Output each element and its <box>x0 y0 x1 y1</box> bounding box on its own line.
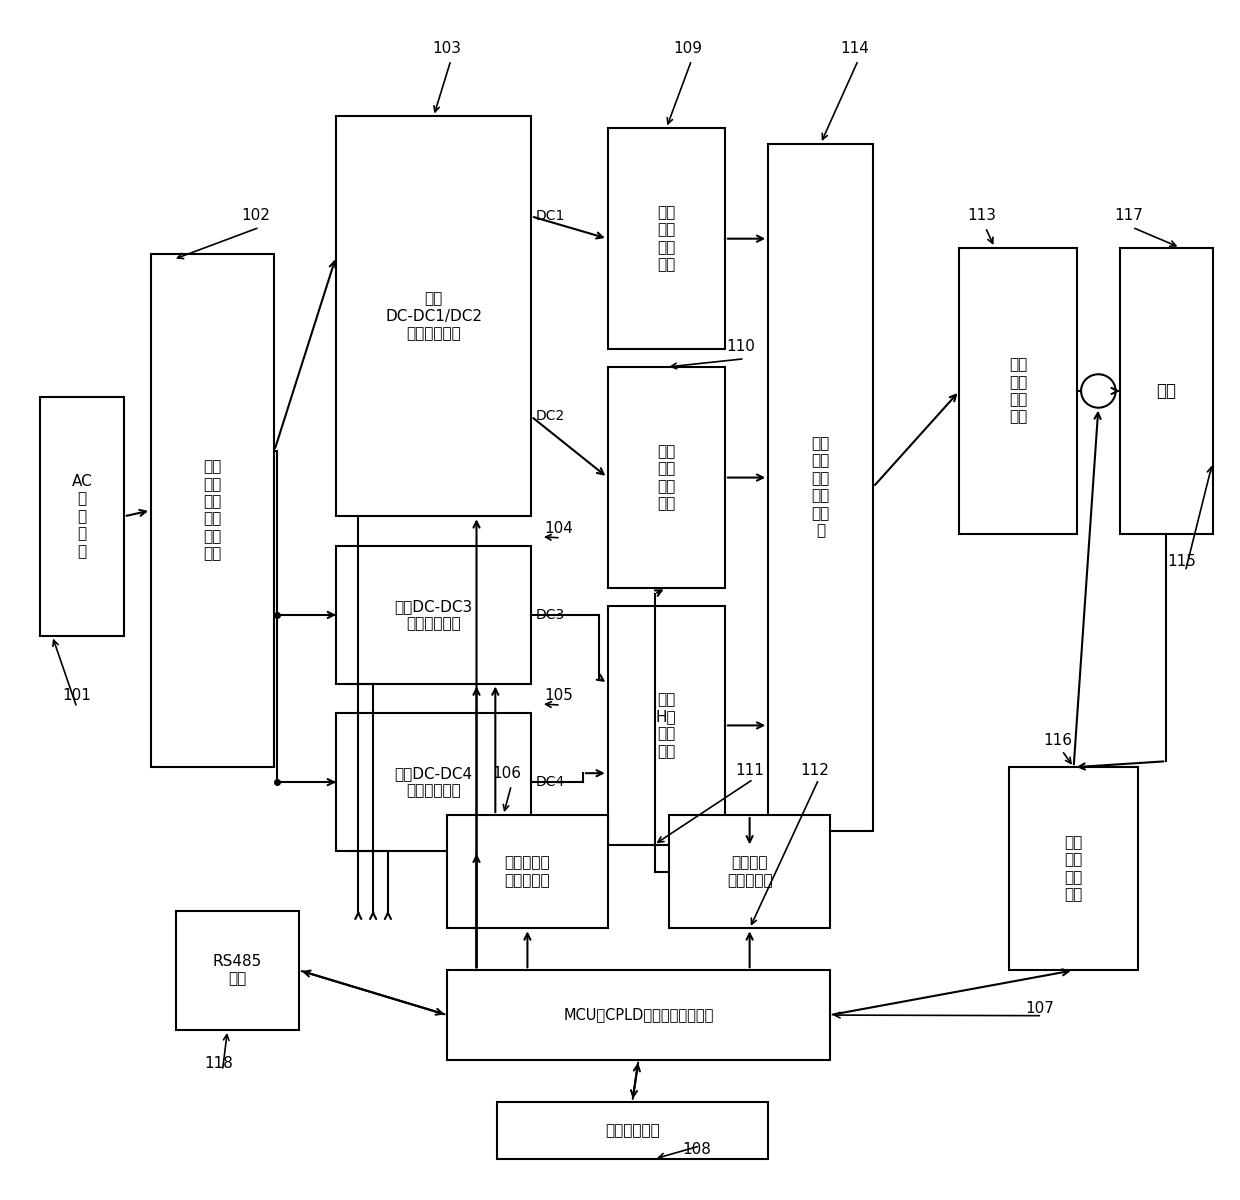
FancyBboxPatch shape <box>960 247 1076 534</box>
Text: 114: 114 <box>841 41 869 55</box>
Text: 111: 111 <box>735 763 764 779</box>
FancyBboxPatch shape <box>336 116 531 516</box>
Text: 115: 115 <box>1167 554 1197 569</box>
FancyBboxPatch shape <box>176 911 299 1030</box>
Text: 103: 103 <box>433 41 461 55</box>
Text: 电弧
抑制
电路
模块: 电弧 抑制 电路 模块 <box>1009 358 1027 425</box>
FancyBboxPatch shape <box>608 128 725 349</box>
Text: 桥臂
串并
联转
换电
路模
块: 桥臂 串并 联转 换电 路模 块 <box>811 436 830 538</box>
Text: 105: 105 <box>544 688 573 703</box>
Text: 三相
工频
整流
滤波
电路
模块: 三相 工频 整流 滤波 电路 模块 <box>203 460 222 562</box>
FancyBboxPatch shape <box>670 815 830 929</box>
Text: MCU和CPLD系统控制电路模块: MCU和CPLD系统控制电路模块 <box>563 1008 714 1022</box>
FancyBboxPatch shape <box>1009 767 1138 971</box>
Text: 单相
H桥
电路
模块: 单相 H桥 电路 模块 <box>656 692 677 760</box>
Text: DC1: DC1 <box>536 209 565 223</box>
Text: 117: 117 <box>1115 208 1143 223</box>
Text: RS485
总线: RS485 总线 <box>213 954 262 986</box>
Text: 第一
半桥
电路
模块: 第一 半桥 电路 模块 <box>657 205 676 272</box>
Text: 116: 116 <box>1044 733 1073 749</box>
FancyBboxPatch shape <box>151 253 274 767</box>
FancyBboxPatch shape <box>336 714 531 851</box>
Text: 第二
半桥
电路
模块: 第二 半桥 电路 模块 <box>657 444 676 511</box>
Text: DC4: DC4 <box>536 775 565 790</box>
Text: AC
三
相
电
源: AC 三 相 电 源 <box>72 474 92 559</box>
FancyBboxPatch shape <box>448 815 608 929</box>
Text: 113: 113 <box>967 208 996 223</box>
FancyBboxPatch shape <box>608 606 725 845</box>
Text: 多路驱动隔
离电路模块: 多路驱动隔 离电路模块 <box>505 856 551 888</box>
Text: 第一
DC-DC1/DC2
直流电源模块: 第一 DC-DC1/DC2 直流电源模块 <box>386 292 482 341</box>
Text: 第三DC-DC4
直流电源模块: 第三DC-DC4 直流电源模块 <box>394 766 472 798</box>
Text: 电流
检测
电路
模块: 电流 检测 电路 模块 <box>1064 835 1083 902</box>
Text: 101: 101 <box>62 688 92 703</box>
Text: 接触器控
制电路模块: 接触器控 制电路模块 <box>727 856 773 888</box>
Text: 第二DC-DC3
直流电源模块: 第二DC-DC3 直流电源模块 <box>394 599 472 631</box>
Text: 人机交互界面: 人机交互界面 <box>605 1123 660 1138</box>
Text: 104: 104 <box>544 521 573 536</box>
FancyBboxPatch shape <box>448 971 830 1060</box>
Text: 106: 106 <box>492 766 521 781</box>
FancyBboxPatch shape <box>1120 247 1213 534</box>
FancyBboxPatch shape <box>496 1102 768 1159</box>
Text: DC3: DC3 <box>536 608 565 622</box>
Text: 110: 110 <box>727 340 755 354</box>
Text: 负载: 负载 <box>1156 382 1177 400</box>
FancyBboxPatch shape <box>336 546 531 684</box>
Text: DC2: DC2 <box>536 409 565 424</box>
Text: 112: 112 <box>801 763 830 779</box>
Text: 107: 107 <box>1025 1001 1054 1016</box>
Text: 118: 118 <box>205 1056 233 1070</box>
Text: 108: 108 <box>682 1142 711 1157</box>
Text: 102: 102 <box>242 208 270 223</box>
FancyBboxPatch shape <box>40 397 124 636</box>
FancyBboxPatch shape <box>768 144 873 830</box>
Text: 109: 109 <box>673 41 702 55</box>
FancyBboxPatch shape <box>608 367 725 588</box>
